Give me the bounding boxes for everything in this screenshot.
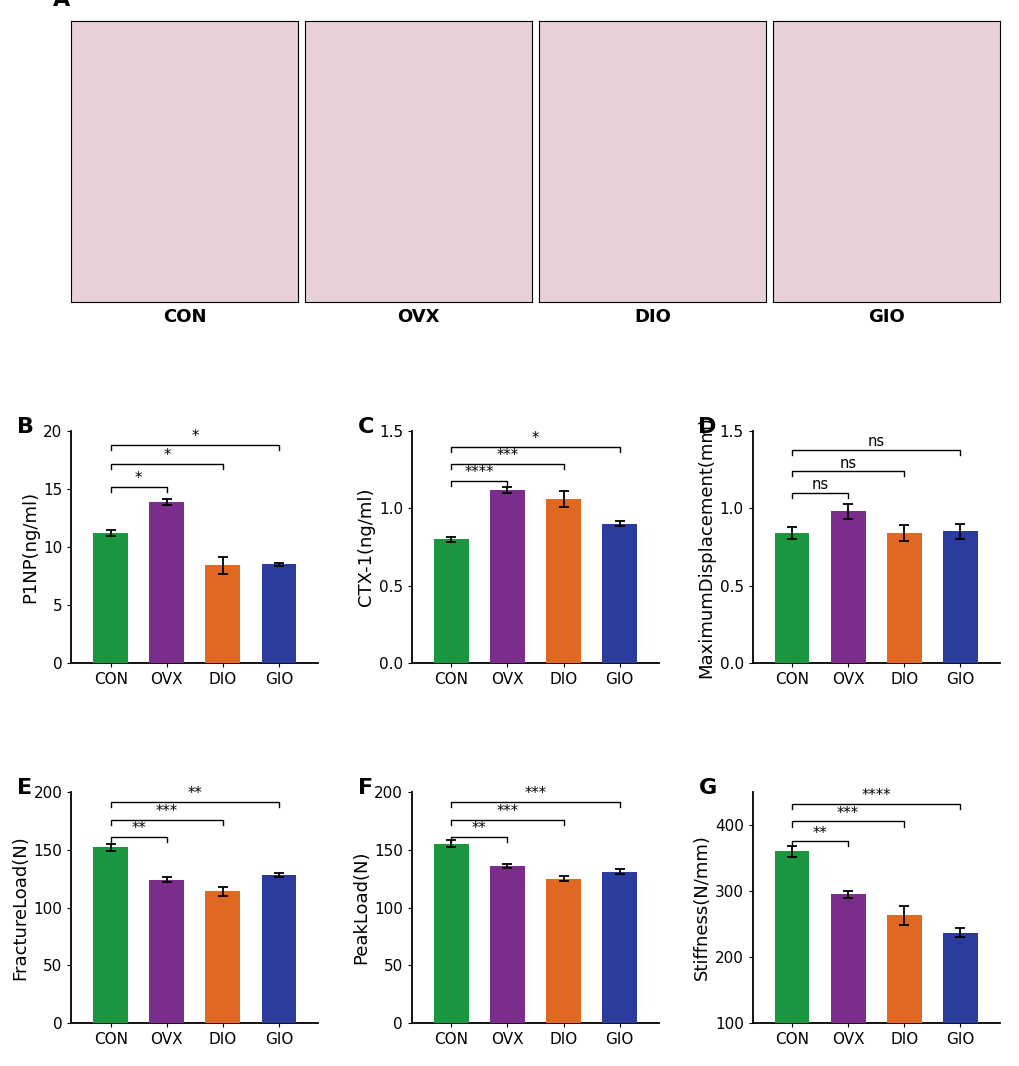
Text: ***: *** (837, 806, 858, 821)
Text: *: * (163, 448, 170, 463)
X-axis label: DIO: DIO (634, 308, 671, 326)
Bar (489, 866, 525, 1023)
Bar (433, 844, 469, 1023)
Bar (773, 852, 809, 1066)
Text: *: * (531, 431, 539, 446)
Bar (205, 565, 240, 663)
Text: *: * (135, 471, 143, 486)
Y-axis label: P1NP(ng/ml): P1NP(ng/ml) (21, 490, 39, 603)
Text: **: ** (812, 826, 826, 841)
Y-axis label: PeakLoad(N): PeakLoad(N) (352, 851, 370, 965)
X-axis label: OVX: OVX (397, 308, 439, 326)
Bar (261, 564, 297, 663)
Bar (942, 933, 977, 1066)
Bar (601, 523, 637, 663)
Bar (93, 533, 128, 663)
Text: D: D (698, 417, 716, 437)
X-axis label: CON: CON (163, 308, 207, 326)
Text: ns: ns (867, 434, 883, 449)
Bar (545, 878, 581, 1023)
Text: C: C (358, 417, 374, 437)
Bar (433, 539, 469, 663)
Text: ***: *** (524, 787, 546, 802)
Bar (886, 533, 921, 663)
Text: **: ** (131, 821, 146, 836)
Text: A: A (53, 0, 70, 10)
Y-axis label: CTX-1(ng/ml): CTX-1(ng/ml) (357, 487, 374, 607)
Text: ***: *** (156, 804, 177, 819)
Bar (545, 499, 581, 663)
Bar (149, 502, 184, 663)
Text: ****: **** (465, 465, 493, 480)
Bar (886, 916, 921, 1066)
Bar (261, 875, 297, 1023)
Bar (829, 894, 865, 1066)
Bar (942, 532, 977, 663)
Text: *: * (191, 430, 199, 445)
Text: **: ** (472, 821, 486, 836)
Text: ns: ns (839, 455, 856, 470)
Text: **: ** (187, 787, 202, 802)
Text: E: E (17, 778, 33, 797)
X-axis label: GIO: GIO (867, 308, 904, 326)
Text: ****: **** (861, 788, 890, 803)
Bar (93, 847, 128, 1023)
Y-axis label: Stiffness(N/mm): Stiffness(N/mm) (692, 835, 710, 981)
Text: ***: *** (496, 448, 518, 463)
Bar (601, 872, 637, 1023)
Y-axis label: MaximumDisplacement(mm): MaximumDisplacement(mm) (697, 416, 714, 678)
Bar (829, 512, 865, 663)
Y-axis label: FractureLoad(N): FractureLoad(N) (11, 835, 30, 980)
Text: ns: ns (811, 478, 827, 492)
Text: ***: *** (496, 804, 518, 819)
Text: G: G (698, 778, 716, 797)
Bar (489, 489, 525, 663)
Bar (773, 533, 809, 663)
Text: F: F (358, 778, 373, 797)
Text: B: B (17, 417, 34, 437)
Bar (149, 879, 184, 1023)
Bar (205, 891, 240, 1023)
